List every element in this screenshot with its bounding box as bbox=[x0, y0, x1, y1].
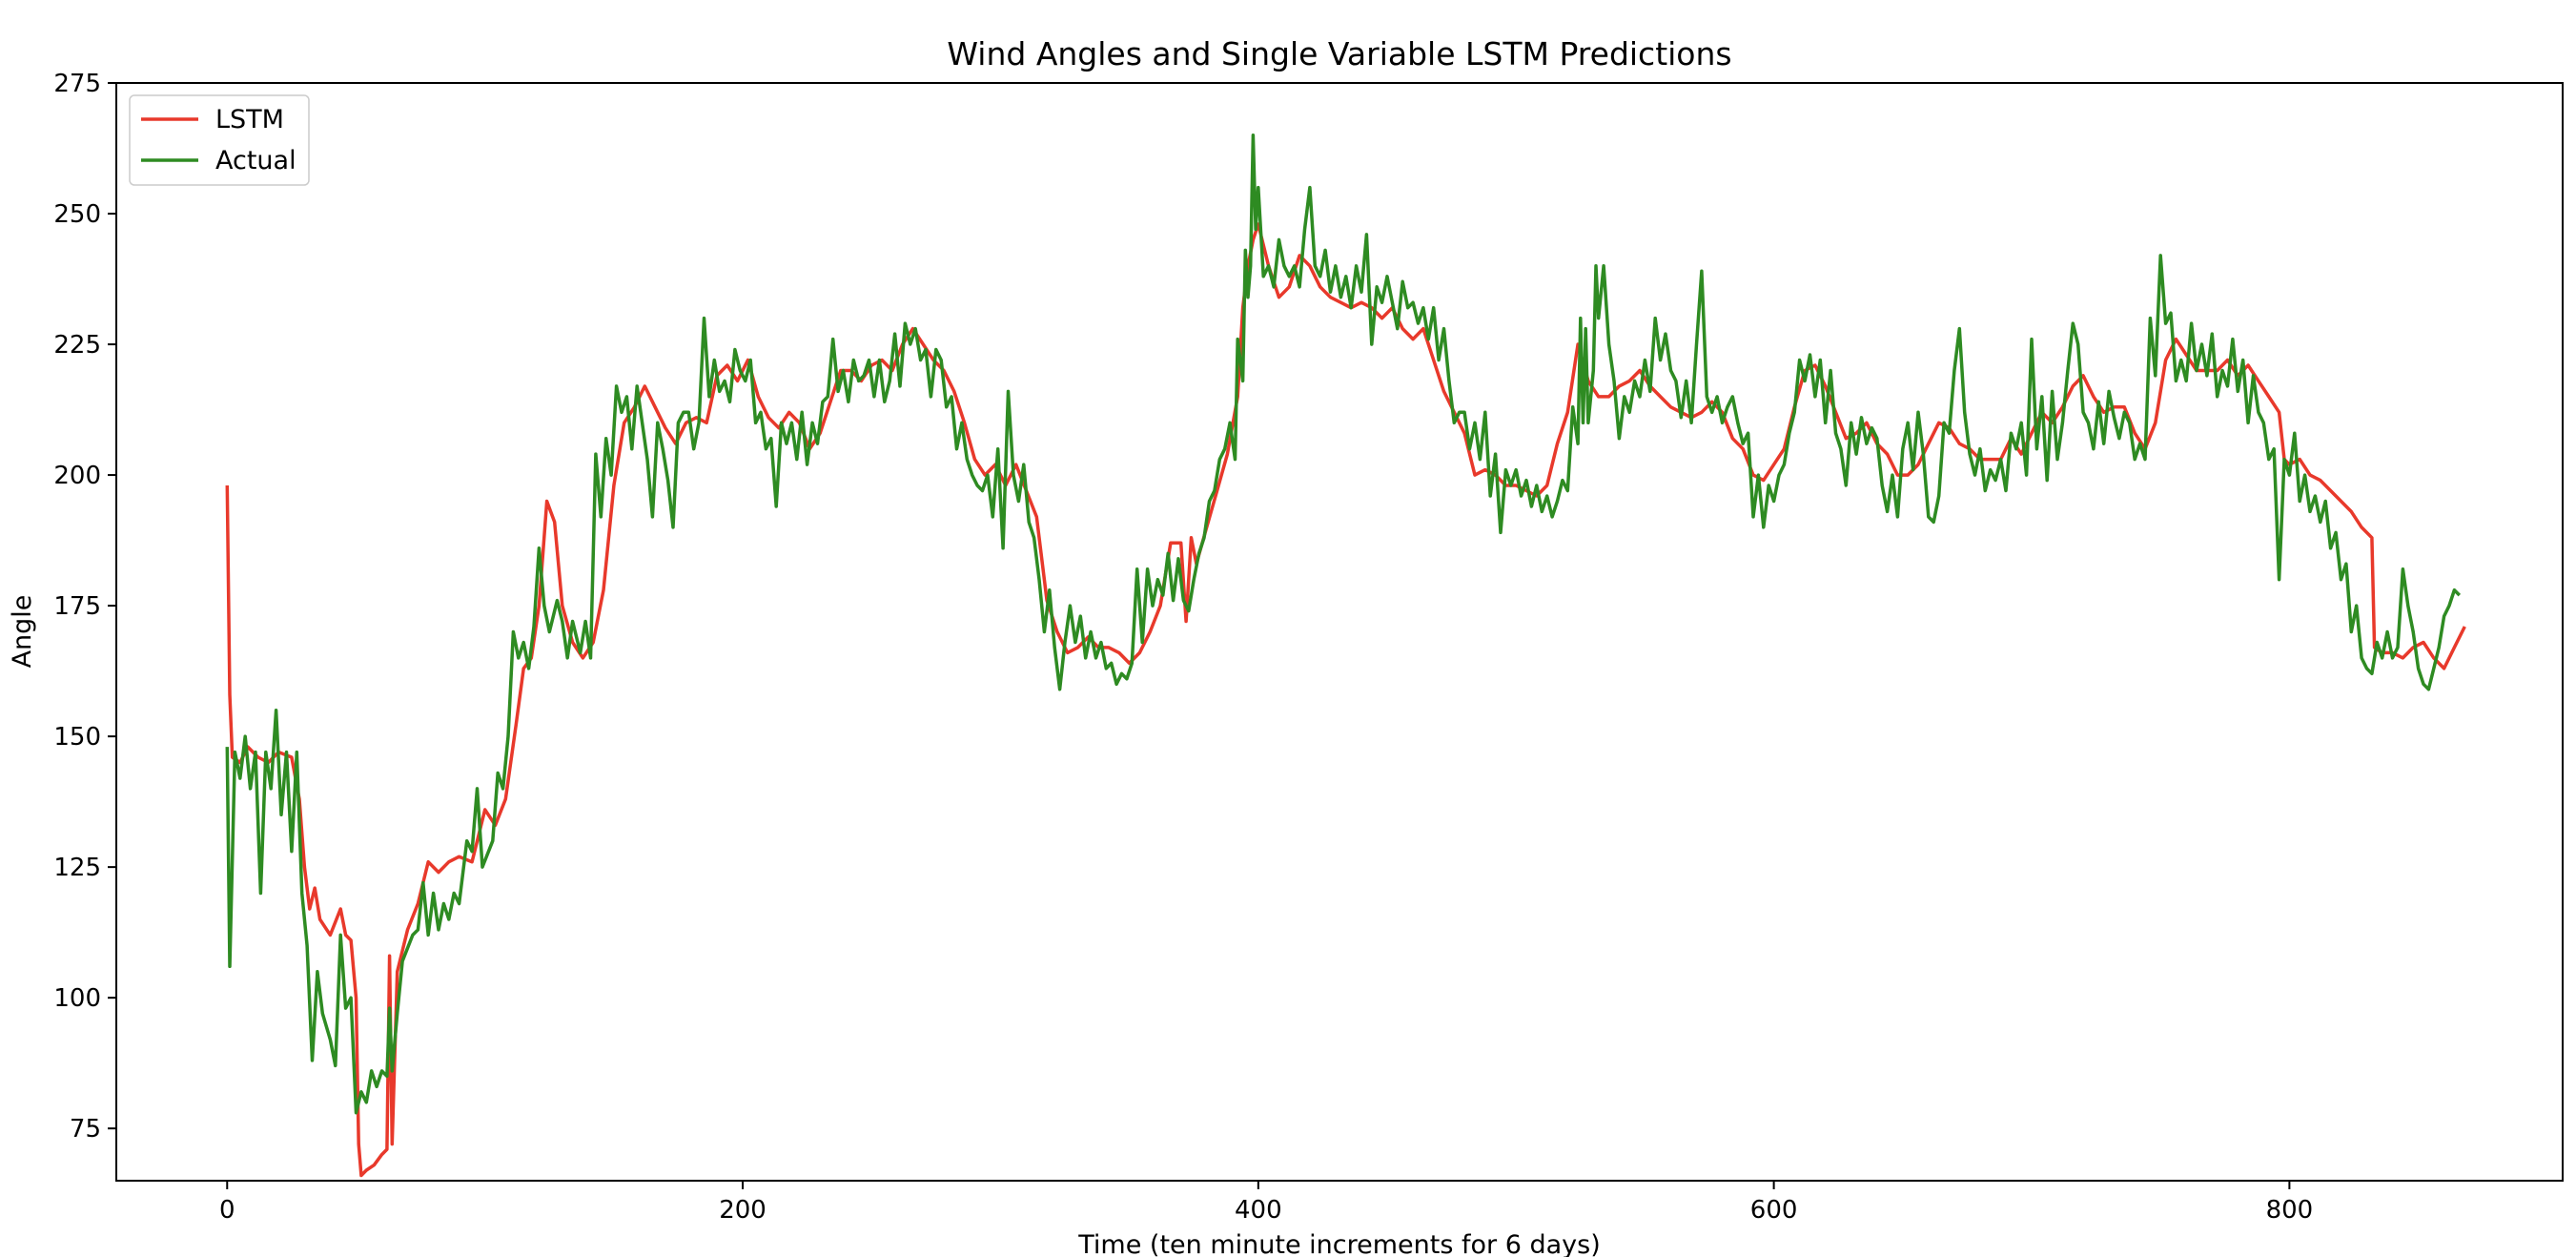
y-tick-label: 150 bbox=[53, 723, 101, 752]
y-tick-label: 100 bbox=[53, 984, 101, 1013]
y-tick-label: 225 bbox=[53, 331, 101, 360]
y-tick-label: 175 bbox=[53, 592, 101, 621]
x-tick-label: 600 bbox=[1750, 1196, 1798, 1225]
x-tick-label: 0 bbox=[219, 1196, 235, 1225]
y-axis: 75 100 125 150 175 200 225 250 275 bbox=[53, 70, 116, 1144]
x-tick-label: 800 bbox=[2266, 1196, 2314, 1225]
series-line-actual bbox=[225, 134, 2462, 1115]
chart-title: Wind Angles and Single Variable LSTM Pre… bbox=[947, 35, 1731, 72]
series-layer bbox=[225, 134, 2466, 1178]
x-axis-label: Time (ten minute increments for 6 days) bbox=[1077, 1230, 1600, 1257]
y-tick-label: 250 bbox=[53, 200, 101, 229]
y-tick-label: 275 bbox=[53, 70, 101, 98]
plot-frame bbox=[115, 82, 2564, 1182]
x-tick-label: 200 bbox=[719, 1196, 767, 1225]
legend-label-lstm: LSTM bbox=[215, 105, 284, 134]
x-tick-label: 400 bbox=[1235, 1196, 1282, 1225]
series-line-lstm bbox=[225, 222, 2466, 1178]
legend: LSTM Actual bbox=[129, 94, 310, 186]
legend-label-actual: Actual bbox=[215, 146, 296, 175]
x-axis: 0 200 400 600 800 bbox=[219, 1181, 2313, 1225]
y-tick-label: 75 bbox=[70, 1115, 101, 1144]
y-tick-label: 125 bbox=[53, 854, 101, 882]
y-axis-label: Angle bbox=[8, 595, 37, 669]
y-tick-label: 200 bbox=[53, 462, 101, 490]
